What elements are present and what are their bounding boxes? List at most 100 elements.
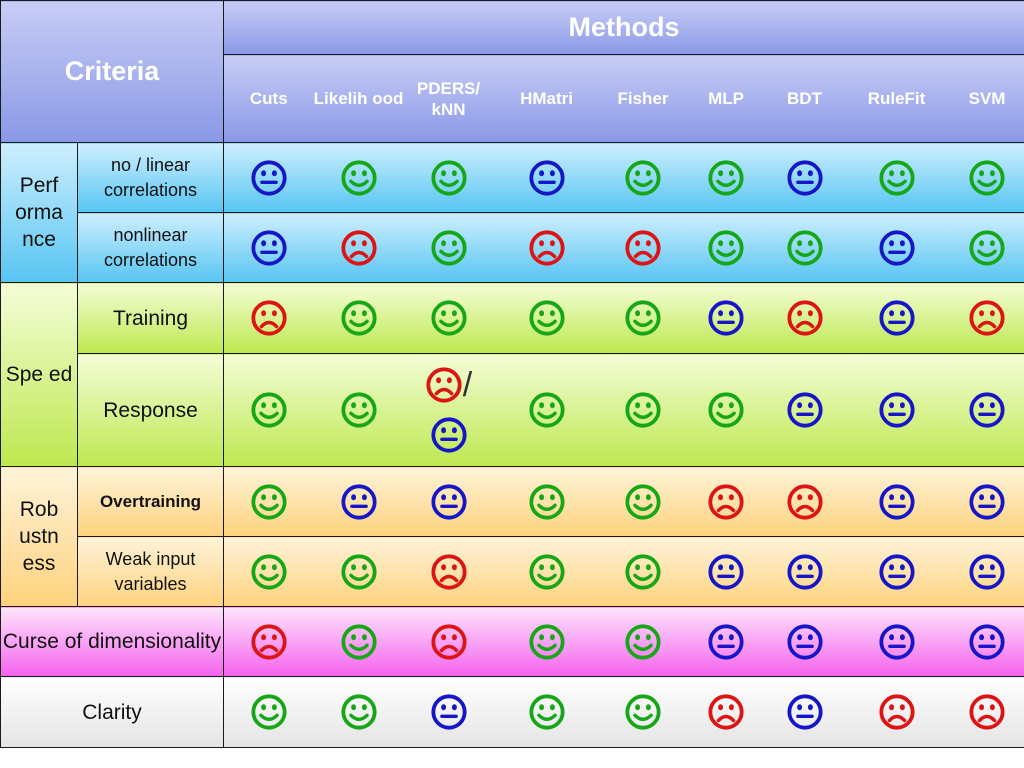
rating-cell [313,142,404,213]
happy-face-icon [340,159,377,196]
rating-cell [599,282,687,354]
rating-cell [403,212,494,283]
rating-cell [949,212,1024,283]
neutral-face-icon [786,553,823,590]
neutral-face-icon [969,623,1005,660]
rating-cell [843,466,950,537]
rating-cell [403,282,494,354]
neutral-face-icon [878,229,915,266]
sad-face-icon [251,300,287,336]
sad-face-icon [786,300,823,336]
neutral-face-icon [878,483,915,520]
rating-cell [313,606,404,677]
sad-face-icon [969,300,1005,336]
rating-cell [765,353,844,467]
happy-face-icon [528,694,565,730]
happy-face-icon [340,553,377,590]
neutral-face-icon [786,623,823,660]
sad-face-icon [786,483,823,520]
rating-cell [313,676,404,748]
criterion-clarity: Clarity [0,676,225,748]
happy-face-icon [625,623,661,660]
rating-cell [223,353,314,467]
row-nonlinear-correlations: nonlinear correlations [0,212,1024,283]
rating-cell [223,282,314,354]
happy-face-icon [969,229,1005,266]
neutral-face-icon [878,553,915,590]
happy-face-icon [430,229,467,266]
neutral-face-icon [969,392,1005,428]
criterion-response: Response [76,353,225,467]
rating-cell [403,466,494,537]
rating-cell [223,676,314,748]
rating-cell [765,282,844,354]
neutral-face-icon [969,553,1005,590]
method-header-pders-knn: PDERS/ kNN [403,54,494,143]
criterion-training: Training [76,282,225,354]
rating-cell [843,282,950,354]
rating-cell [599,606,687,677]
happy-face-icon [625,159,661,196]
rating-cell [765,212,844,283]
happy-face-icon [251,694,287,730]
sad-face-icon [708,483,744,520]
rating-cell: / [403,353,494,467]
rating-cell [599,212,687,283]
happy-face-icon [969,159,1005,196]
neutral-face-icon [786,694,823,730]
happy-face-icon [708,229,744,266]
rating-cell [686,282,766,354]
rating-cell [493,142,600,213]
rating-cell [949,606,1024,677]
rating-cell [599,353,687,467]
neutral-face-icon [786,392,823,428]
rating-cell [313,536,404,607]
rating-cell [223,142,314,213]
neutral-face-icon [878,300,915,336]
method-header-likelihood: Likelih ood [313,54,404,143]
row-linear-correlations: Perf orma nce no / linear correlations [0,142,1024,283]
criterion-weak-input-variables: Weak input variables [76,536,225,607]
happy-face-icon [528,392,565,428]
method-header-svm: SVM [949,54,1024,143]
rating-cell [493,466,600,537]
rating-cell [949,676,1024,748]
rating-cell [843,606,950,677]
happy-face-icon [625,300,661,336]
sad-face-icon [528,229,565,266]
neutral-face-icon [528,159,565,196]
happy-face-icon [430,159,467,196]
row-curse-of-dimensionality: Curse of dimensionality [0,606,1024,677]
rating-separator: / [462,366,473,404]
sad-face-icon [969,694,1005,730]
row-training: Spe ed Training [0,282,1024,467]
rating-cell [403,142,494,213]
rating-cell [493,353,600,467]
sad-face-icon [625,229,661,266]
happy-face-icon [625,694,661,730]
rating-cell [686,606,766,677]
rating-cell [313,353,404,467]
row-weak-input-variables: Weak input variables [0,536,1024,607]
row-response: Response / [0,353,1024,467]
neutral-face-icon [708,300,744,336]
neutral-face-icon [430,694,467,730]
neutral-face-icon [430,417,467,453]
happy-face-icon [625,553,661,590]
neutral-face-icon [708,553,744,590]
neutral-face-icon [708,623,744,660]
method-header-rulefit: RuleFit [843,54,950,143]
rating-cell [599,536,687,607]
rating-cell [843,536,950,607]
neutral-face-icon [878,623,915,660]
rating-cell [493,212,600,283]
sad-face-icon [430,553,467,590]
rating-cell [765,676,844,748]
happy-face-icon [430,300,467,336]
sad-face-icon [340,229,377,266]
happy-face-icon [708,159,744,196]
happy-face-icon [251,483,287,520]
rating-cell [765,466,844,537]
method-header-bdt: BDT [765,54,844,143]
happy-face-icon [528,553,565,590]
